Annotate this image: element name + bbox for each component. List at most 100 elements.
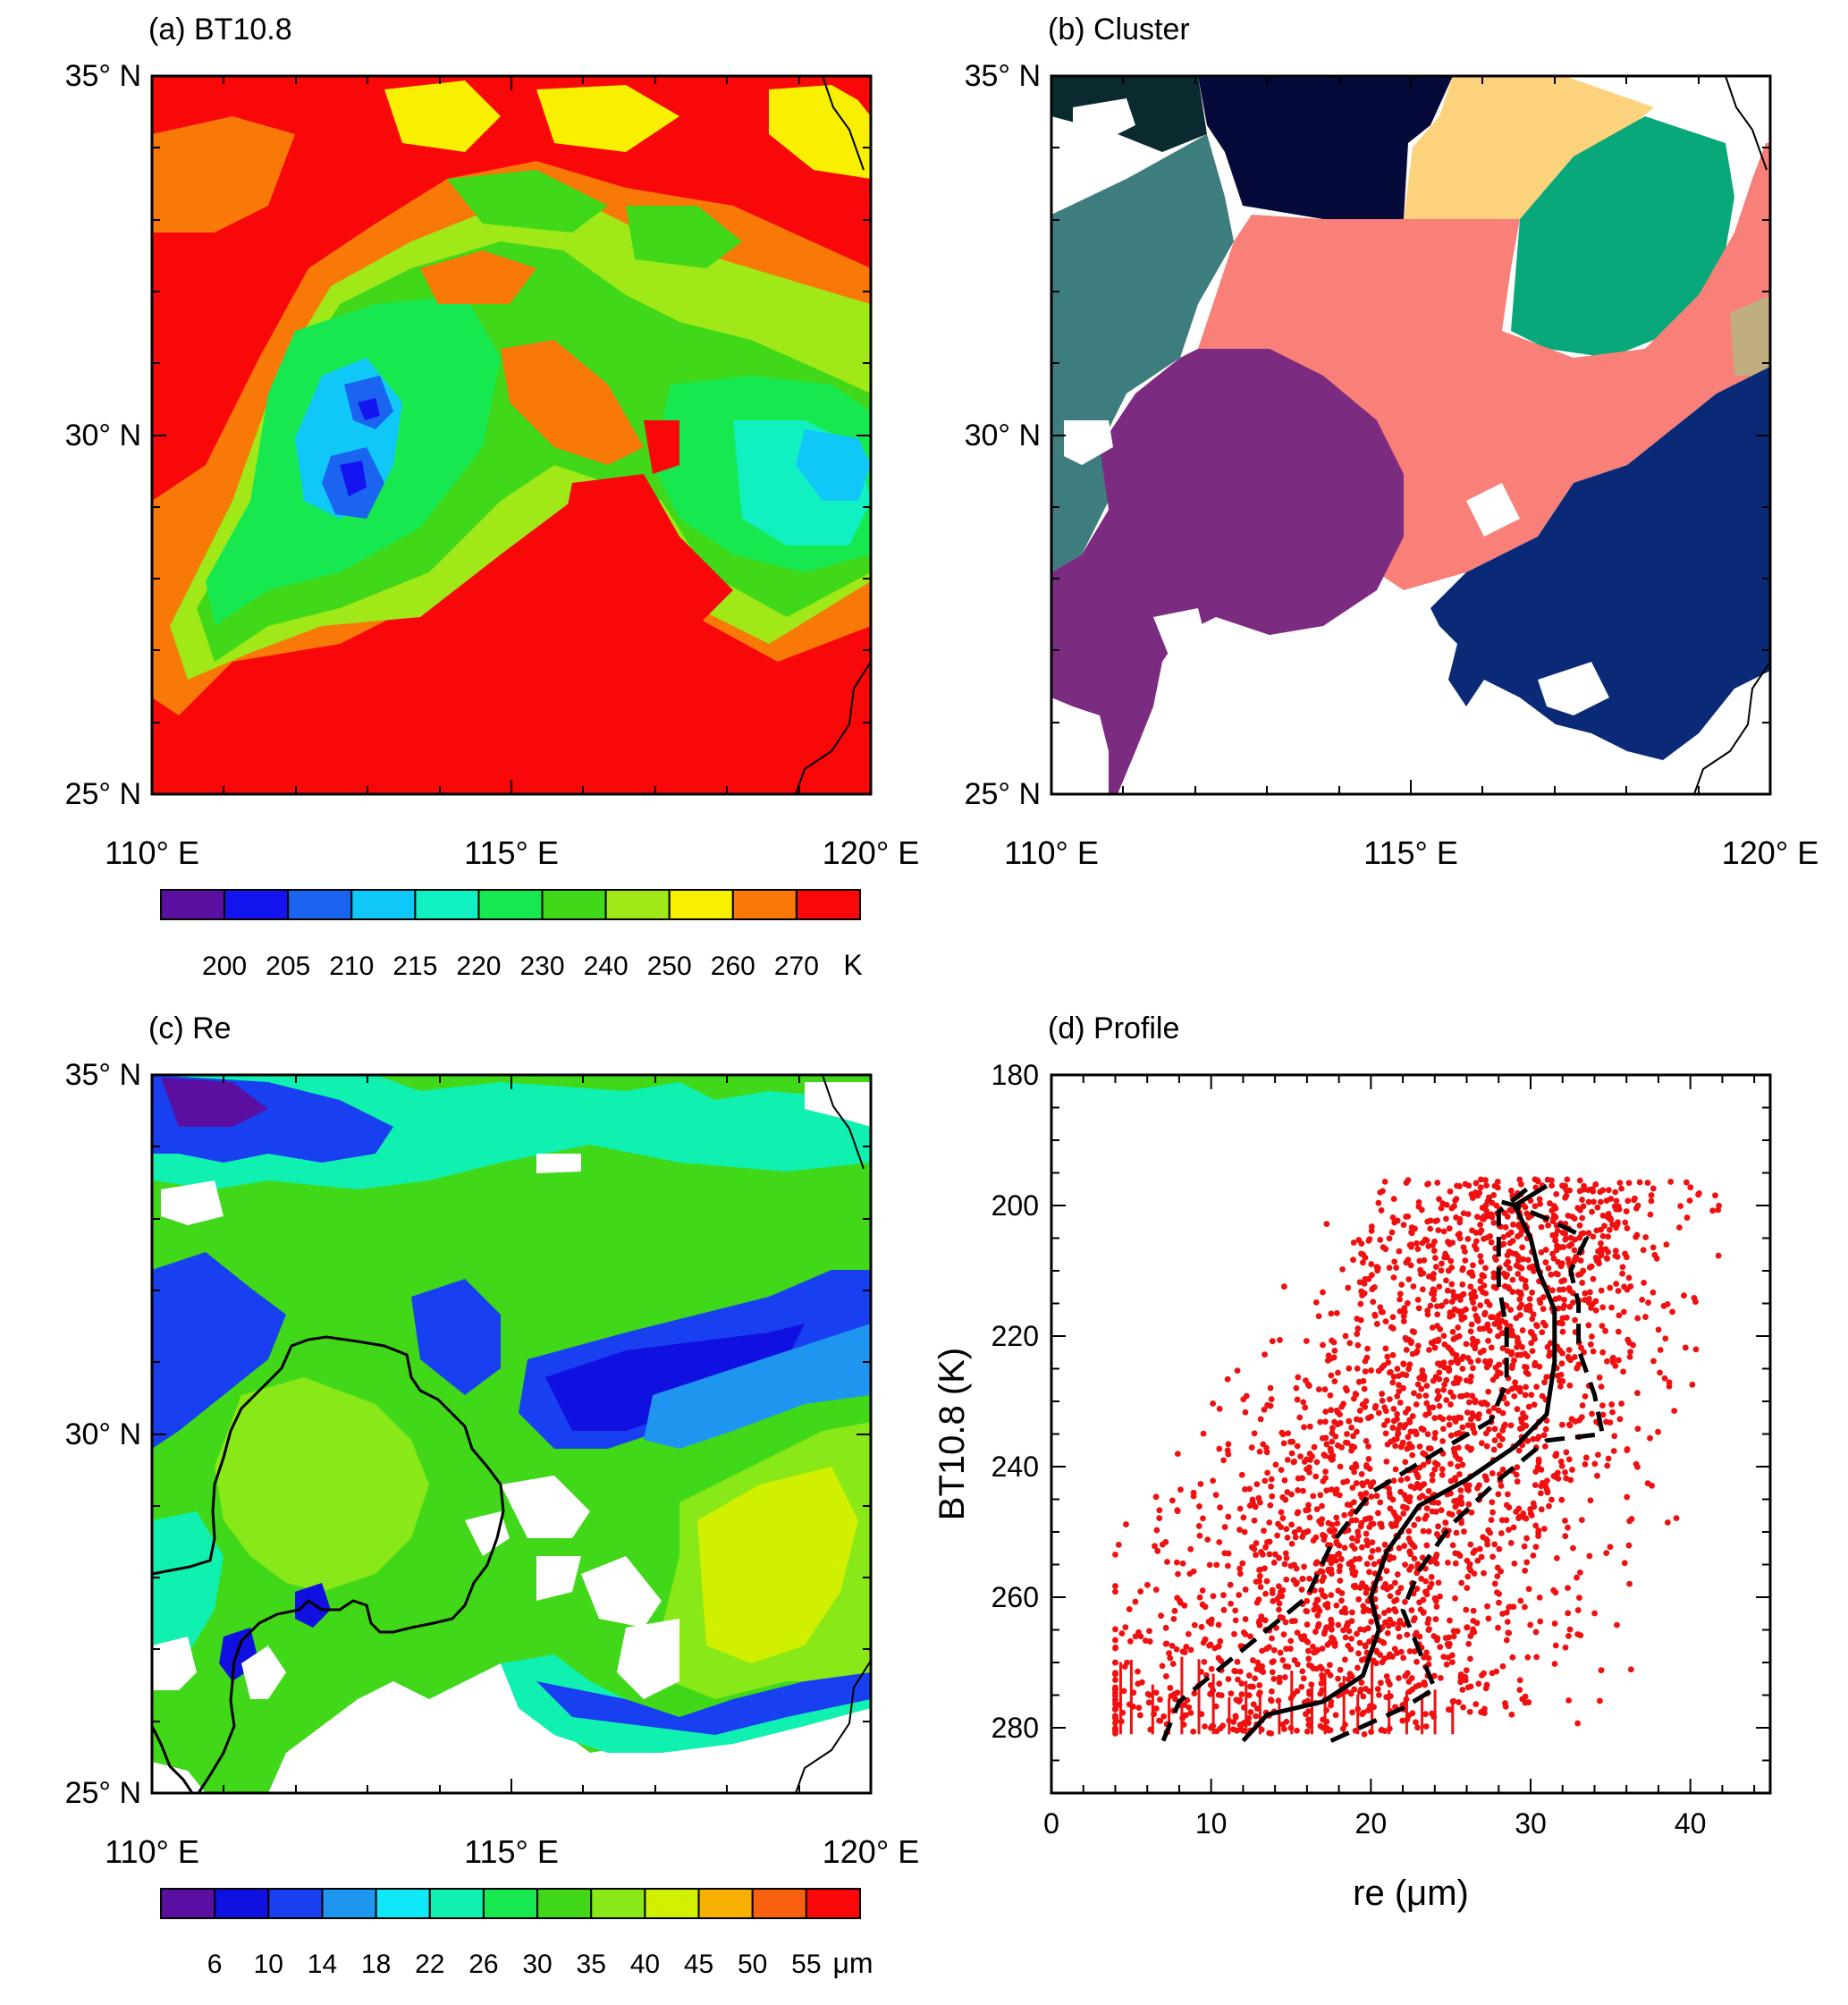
scatter-point [1431, 1344, 1439, 1351]
scatter-point [1254, 1659, 1262, 1666]
scatter-point [1464, 1422, 1472, 1429]
scatter-point [1305, 1722, 1312, 1729]
scatter-point [1196, 1503, 1202, 1510]
scatter-point [1515, 1271, 1522, 1277]
scatter-point [1328, 1486, 1335, 1493]
scatter-point [1348, 1635, 1355, 1642]
scatter-point [1266, 1551, 1273, 1558]
scatter-point [1621, 1283, 1628, 1290]
scatter-point [1412, 1428, 1419, 1435]
scatter-point [1312, 1649, 1319, 1655]
scatter-point [1558, 1421, 1565, 1428]
scatter-point [1498, 1568, 1505, 1575]
scatter-point [1535, 1533, 1541, 1539]
scatter-point [1313, 1459, 1321, 1466]
scatter-point [1157, 1696, 1163, 1703]
scatter-point [1291, 1561, 1298, 1569]
scatter-point [1306, 1514, 1313, 1521]
scatter-point [1122, 1624, 1129, 1631]
scatter-point [1304, 1728, 1311, 1735]
scatter-point [1269, 1493, 1276, 1500]
scatter-point [1354, 1664, 1361, 1671]
scatter-point [1450, 1393, 1457, 1400]
scatter-point [1300, 1399, 1307, 1406]
scatter-point [1434, 1217, 1440, 1224]
scatter-point [1544, 1477, 1550, 1485]
scatter-point [1489, 1670, 1496, 1677]
scatter-point [1351, 1686, 1358, 1693]
scatter-point [1409, 1413, 1416, 1419]
scatter-point [1648, 1197, 1655, 1205]
scatter-point [1304, 1621, 1311, 1628]
scatter-point [1499, 1611, 1506, 1617]
scatter-point [1439, 1466, 1446, 1473]
scatter-point [1686, 1197, 1693, 1204]
scatter-point [1464, 1355, 1472, 1361]
scatter-point [1338, 1556, 1345, 1562]
colorbar-swatch [477, 889, 544, 920]
scatter-point [1331, 1418, 1337, 1425]
scatter-point [1384, 1353, 1391, 1360]
scatter-point [1561, 1296, 1567, 1303]
scatter-point [1488, 1344, 1495, 1351]
scatter-point [1198, 1623, 1205, 1630]
scatter-point [1277, 1649, 1284, 1656]
scatter-point [1266, 1538, 1273, 1545]
scatter-point [1447, 1401, 1454, 1408]
scatter-point [1436, 1402, 1443, 1409]
scatter-point [1462, 1257, 1469, 1264]
a-lon-120: 120° E [823, 834, 919, 871]
scatter-point [1463, 1667, 1470, 1674]
scatter-point [1272, 1461, 1279, 1468]
scatter-point [1305, 1383, 1312, 1389]
scatter-point [1608, 1401, 1616, 1408]
scatter-point [1426, 1347, 1432, 1353]
scatter-point [1181, 1602, 1188, 1609]
scatter-point [1411, 1615, 1418, 1621]
scatter-point [1348, 1517, 1355, 1524]
colorbar-label: 210 [329, 952, 374, 981]
scatter-point [1532, 1544, 1540, 1551]
scatter-point [1220, 1457, 1227, 1464]
scatter-point [1167, 1654, 1174, 1662]
scatter-point [1482, 1177, 1489, 1183]
scatter-point [1565, 1524, 1571, 1531]
scatter-point [1354, 1428, 1360, 1435]
cluster-map [1051, 76, 1770, 794]
scatter-point [1416, 1464, 1423, 1471]
scatter-point [1582, 1460, 1589, 1468]
scatter-point [1507, 1229, 1515, 1236]
scatter-point [1549, 1287, 1556, 1294]
scatter-point [1498, 1330, 1506, 1337]
scatter-point [1431, 1466, 1439, 1473]
scatter-point [1530, 1267, 1537, 1274]
scatter-point [1451, 1203, 1457, 1210]
scatter-point [1521, 1543, 1528, 1550]
scatter-point [1403, 1336, 1410, 1343]
scatter-point [1362, 1403, 1369, 1410]
scatter-point [1462, 1180, 1469, 1188]
scatter-point [1421, 1376, 1428, 1383]
scatter-point [1405, 1366, 1413, 1373]
c-lon-115: 115° E [464, 1833, 559, 1870]
scatter-point [1558, 1496, 1565, 1503]
scatter-point [1443, 1201, 1450, 1208]
scatter-point [1391, 1579, 1398, 1586]
scatter-point [1453, 1431, 1460, 1437]
scatter-point [1642, 1234, 1650, 1240]
scatter-point [1535, 1456, 1542, 1463]
scatter-point [1112, 1730, 1118, 1737]
scatter-point [1264, 1401, 1271, 1409]
scatter-point [1457, 1487, 1464, 1493]
scatter-point [1533, 1383, 1540, 1391]
scatter-point [1435, 1500, 1442, 1506]
scatter-point [1363, 1686, 1369, 1692]
scatter-point [1536, 1196, 1543, 1203]
scatter-point [1467, 1655, 1473, 1662]
scatter-point [1459, 1366, 1466, 1372]
scatter-point [1542, 1259, 1549, 1265]
scatter-point [1524, 1654, 1532, 1661]
scatter-point [1362, 1254, 1369, 1261]
scatter-point [1394, 1217, 1401, 1224]
scatter-point [1191, 1621, 1198, 1629]
